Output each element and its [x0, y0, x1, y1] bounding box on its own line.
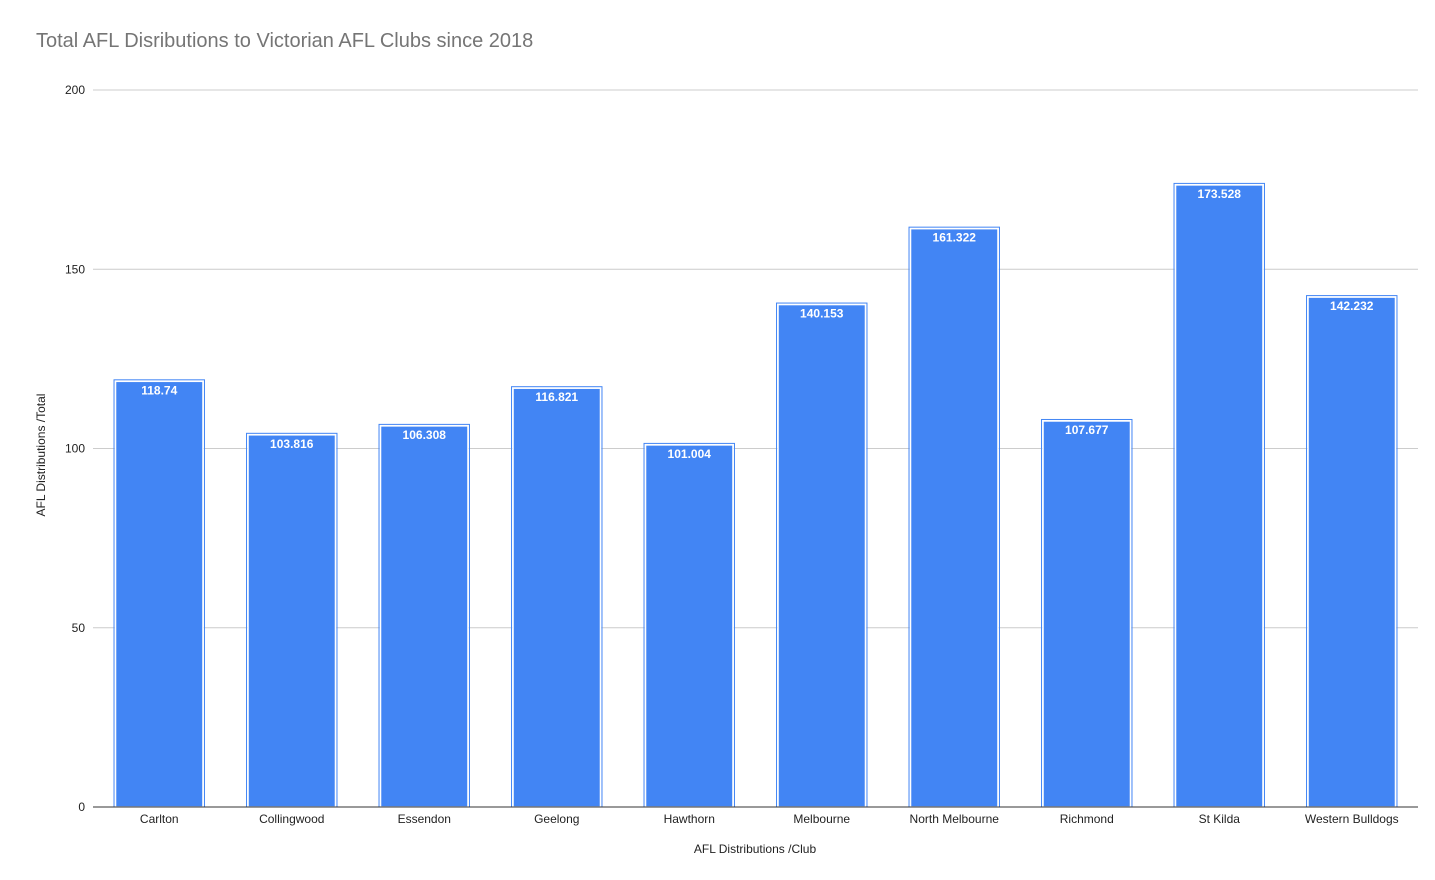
bar	[1042, 420, 1132, 808]
y-tick-label: 150	[65, 262, 85, 276]
y-tick-label: 100	[65, 442, 85, 456]
x-tick-label: Hawthorn	[664, 812, 715, 826]
x-tick-label: Geelong	[534, 812, 579, 826]
bar	[644, 444, 734, 808]
bar-data-label: 140.153	[800, 307, 844, 321]
bar-data-label: 107.677	[1065, 423, 1109, 437]
y-tick-label: 200	[65, 83, 85, 97]
y-tick-label: 50	[72, 621, 86, 635]
bar-data-label: 116.821	[535, 390, 578, 404]
bar-data-label: 173.528	[1198, 187, 1242, 201]
bar	[379, 425, 469, 808]
bar-data-label: 161.322	[933, 231, 977, 245]
bar	[909, 227, 999, 808]
bar-data-label: 142.232	[1330, 299, 1374, 313]
x-tick-label: Collingwood	[259, 812, 324, 826]
x-tick-label: Essendon	[398, 812, 451, 826]
bar-data-label: 118.74	[141, 383, 177, 397]
x-tick-label: Carlton	[140, 812, 179, 826]
x-tick-label: North Melbourne	[910, 812, 1000, 826]
y-axis-title: AFL Distributions /Total	[34, 394, 48, 517]
bar-data-label: 103.816	[270, 437, 314, 451]
x-axis-title: AFL Distributions /Club	[694, 842, 817, 856]
x-tick-label: Richmond	[1060, 812, 1114, 826]
bar	[777, 303, 867, 808]
bar-data-label: 106.308	[403, 428, 447, 442]
x-tick-label: Western Bulldogs	[1305, 812, 1399, 826]
bars: 118.74 103.816 106.308 116.821 101.004 140.15…	[113, 182, 1398, 808]
bar	[1174, 184, 1264, 808]
bar	[1307, 296, 1397, 808]
bar	[512, 387, 602, 808]
bar	[247, 434, 337, 808]
axes: 0 50 100 150 200 Carlton Collingwood Essendon Ge…	[65, 83, 1418, 826]
x-tick-label: Melbourne	[793, 812, 850, 826]
bar	[114, 380, 204, 808]
x-tick-label: St Kilda	[1199, 812, 1241, 826]
chart-title: Total AFL Disributions to Victorian AFL …	[36, 30, 534, 52]
y-tick-label: 0	[78, 800, 85, 814]
bar-data-label: 101.004	[668, 447, 712, 461]
